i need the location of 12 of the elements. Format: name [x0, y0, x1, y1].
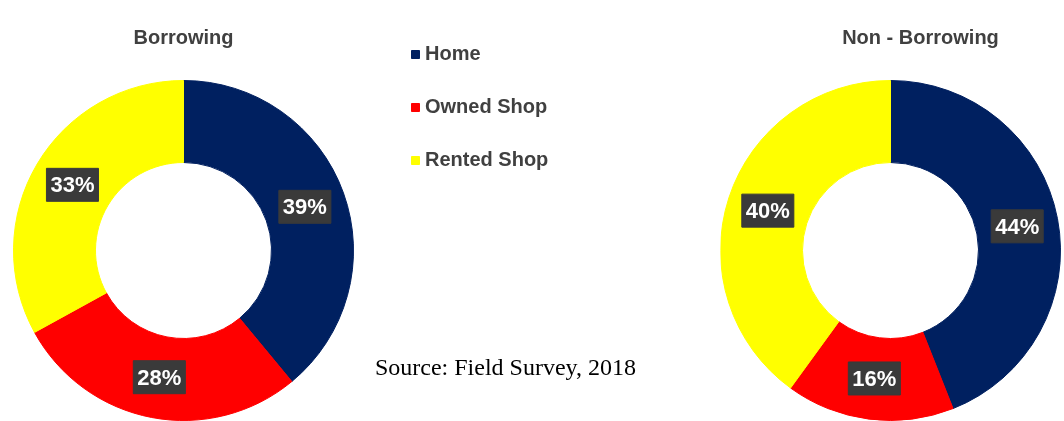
data-label: 44%: [995, 213, 1040, 239]
chart-title: Non - Borrowing: [842, 25, 999, 48]
data-label: 39%: [282, 194, 327, 220]
source-note: Source: Field Survey, 2018: [374, 353, 637, 380]
data-label: 40%: [745, 198, 790, 224]
chart-title: Borrowing: [133, 25, 234, 48]
data-label: 16%: [852, 365, 897, 391]
data-label: 28%: [137, 364, 182, 390]
legend-label: Home: [425, 42, 481, 65]
legend-label: Owned Shop: [425, 95, 548, 118]
legend-label: Rented Shop: [425, 148, 549, 171]
data-label: 33%: [50, 172, 95, 198]
